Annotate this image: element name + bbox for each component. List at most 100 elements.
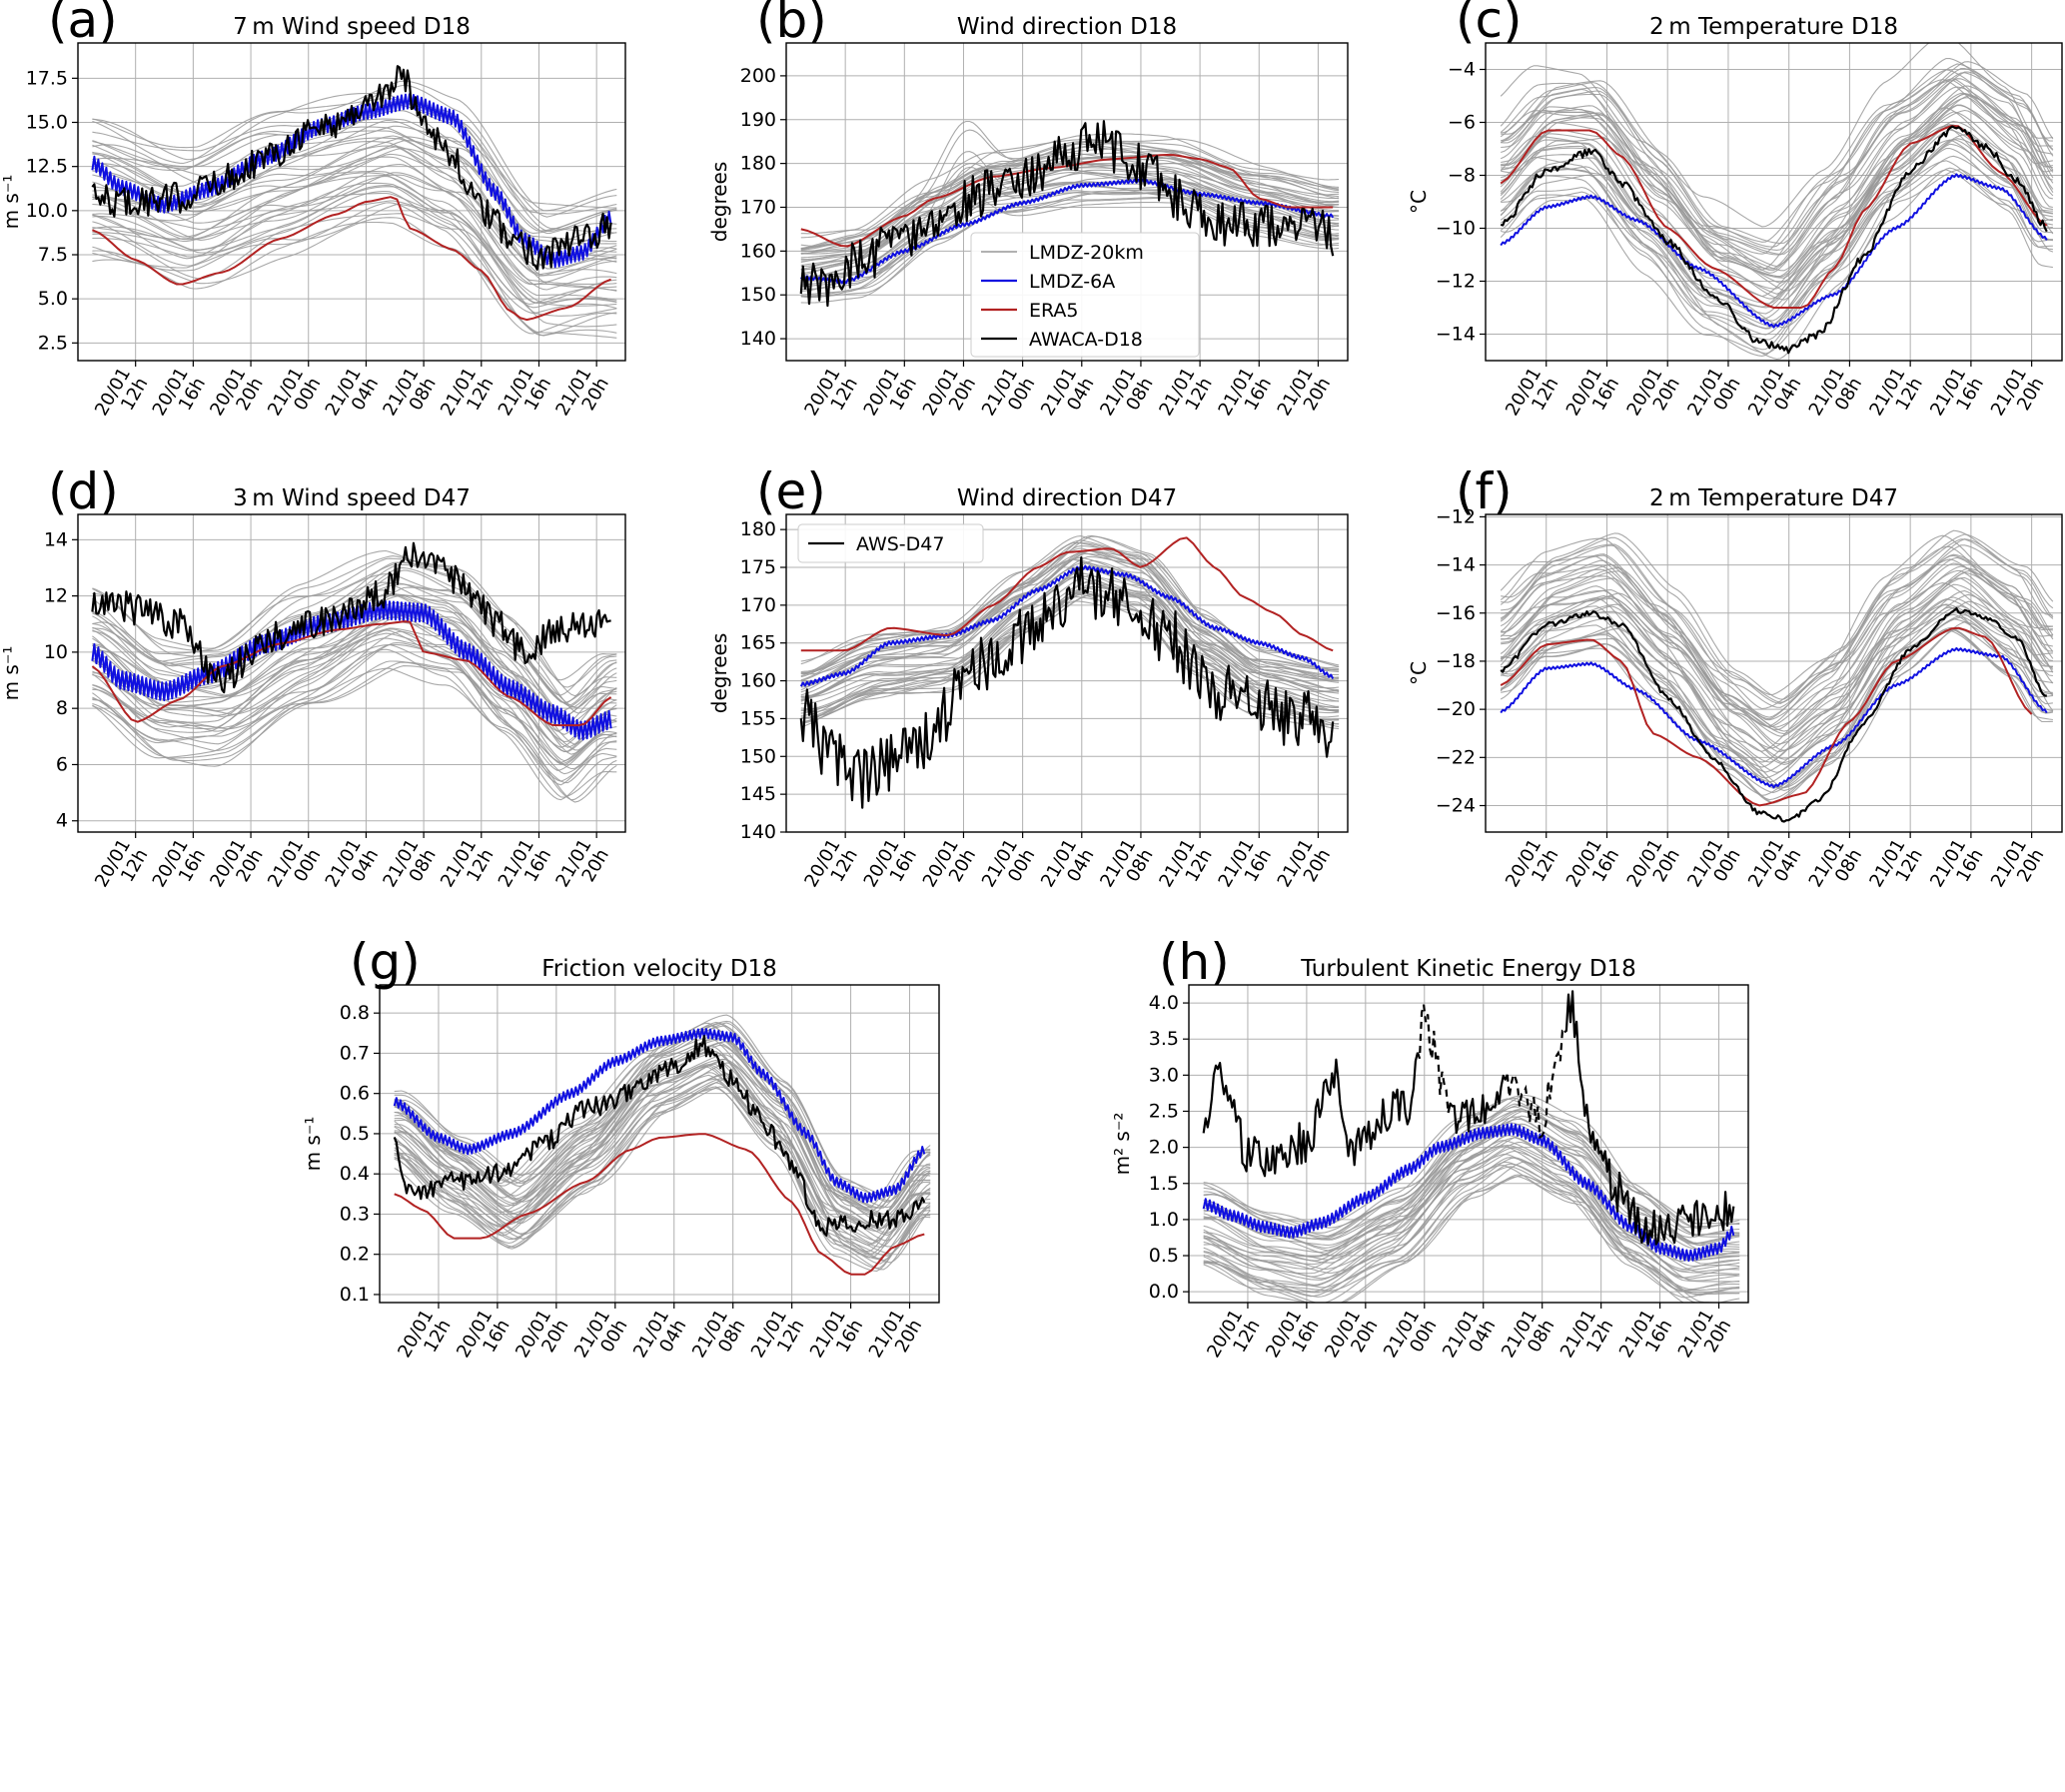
- ensemble-line: [1500, 111, 2053, 300]
- ensemble-line: [1500, 558, 2053, 727]
- y-tick-label: 0.2: [340, 1244, 370, 1266]
- ensemble-line: [92, 555, 617, 688]
- ensemble-line: [1501, 78, 2054, 272]
- ensemble-line: [1501, 621, 2054, 791]
- ensemble-line: [1203, 1094, 1740, 1230]
- panel-b: (b) Wind direction D18 140 150 160 170 180 190 2…: [707, 0, 1349, 420]
- y-tick-label: 0.5: [1149, 1245, 1179, 1267]
- ensemble-line: [92, 175, 617, 306]
- ensemble-line: [800, 600, 1340, 726]
- y-tick-label: 17.5: [26, 67, 68, 89]
- legend-label: LMDZ-20km: [1029, 242, 1144, 264]
- panel-e: (e) Wind direction D47 140 145 150 155 160 165 1…: [707, 462, 1349, 891]
- ensemble-line: [92, 97, 617, 215]
- y-tick-label: 140: [740, 821, 776, 843]
- ensemble-line: [800, 146, 1340, 255]
- series-line: [1500, 626, 2033, 807]
- y-tick-label: 7.5: [38, 244, 68, 266]
- ensemble-line: [1203, 1161, 1740, 1293]
- ensemble-line: [1500, 596, 2053, 763]
- ensemble-line: [800, 565, 1340, 700]
- ensemble-line: [92, 628, 617, 766]
- ensemble-line: [1500, 545, 2053, 721]
- series-line: [799, 564, 1335, 687]
- ensemble-line: [1501, 61, 2054, 245]
- ensemble-line: [92, 192, 617, 307]
- ensemble-line: [1500, 556, 2053, 728]
- ensemble-line: [92, 119, 617, 253]
- axes-frame: [1485, 42, 2063, 362]
- series-line: [1202, 990, 1735, 1246]
- ensemble-line: [1501, 63, 2053, 248]
- y-tick-label: 4: [56, 810, 68, 832]
- ensemble-line: [800, 133, 1340, 239]
- ensemble-line: [1501, 93, 2054, 278]
- ensemble-line: [1500, 129, 2054, 315]
- ensemble-line: [800, 142, 1340, 247]
- series-line: [1202, 1123, 1735, 1263]
- y-tick-label: 2.0: [1149, 1137, 1179, 1159]
- ensemble-line: [1501, 600, 2054, 765]
- axes-frame: [1485, 513, 2063, 833]
- y-tick-label: 175: [740, 556, 776, 578]
- ensemble-line: [1500, 57, 2054, 243]
- ensemble-line: [92, 641, 617, 784]
- ensemble-line: [394, 1021, 931, 1209]
- panel-title: 2 m Temperature D47: [1649, 485, 1898, 511]
- ensemble-line: [1501, 563, 2054, 731]
- ensemble-line: [800, 148, 1340, 253]
- ensemble-line: [1203, 1144, 1740, 1279]
- ensemble-line: [1203, 1127, 1740, 1263]
- ensemble-line: [92, 148, 617, 277]
- ensemble-line: [1501, 571, 2054, 737]
- ensemble-line: [1501, 577, 2054, 752]
- panel-letter: (c): [1456, 0, 1523, 49]
- ensemble-line: [92, 660, 617, 801]
- panel-title: Friction velocity D18: [541, 956, 777, 982]
- panel-title: Wind direction D18: [957, 14, 1177, 40]
- y-tick-label: −12: [1436, 505, 1476, 527]
- axes-frame: [785, 42, 1349, 362]
- series-line: [1500, 607, 2047, 823]
- ensemble-line: [1500, 534, 2053, 710]
- axes-frame: [1188, 984, 1749, 1304]
- y-tick-label: 12: [44, 585, 68, 607]
- ensemble-line: [1500, 160, 2053, 351]
- y-tick-label: 0.0: [1149, 1281, 1179, 1303]
- ensemble-line: [394, 1045, 931, 1227]
- y-axis-label: degrees: [707, 633, 731, 714]
- y-tick-label: 4.0: [1149, 992, 1179, 1014]
- panel-letter: (e): [756, 462, 826, 520]
- y-tick-label: 170: [740, 196, 776, 218]
- ensemble-line: [92, 191, 617, 315]
- ensemble-line: [92, 561, 617, 697]
- ensemble-line: [1501, 570, 2054, 735]
- ensemble-line: [92, 153, 617, 286]
- ensemble-line: [1500, 594, 2053, 763]
- ensemble-line: [394, 1054, 931, 1235]
- ensemble-line: [92, 627, 617, 762]
- legend: LMDZ-20km LMDZ-6A ERA5 AWACA-D18: [970, 232, 1200, 358]
- ensemble-line: [394, 1078, 931, 1260]
